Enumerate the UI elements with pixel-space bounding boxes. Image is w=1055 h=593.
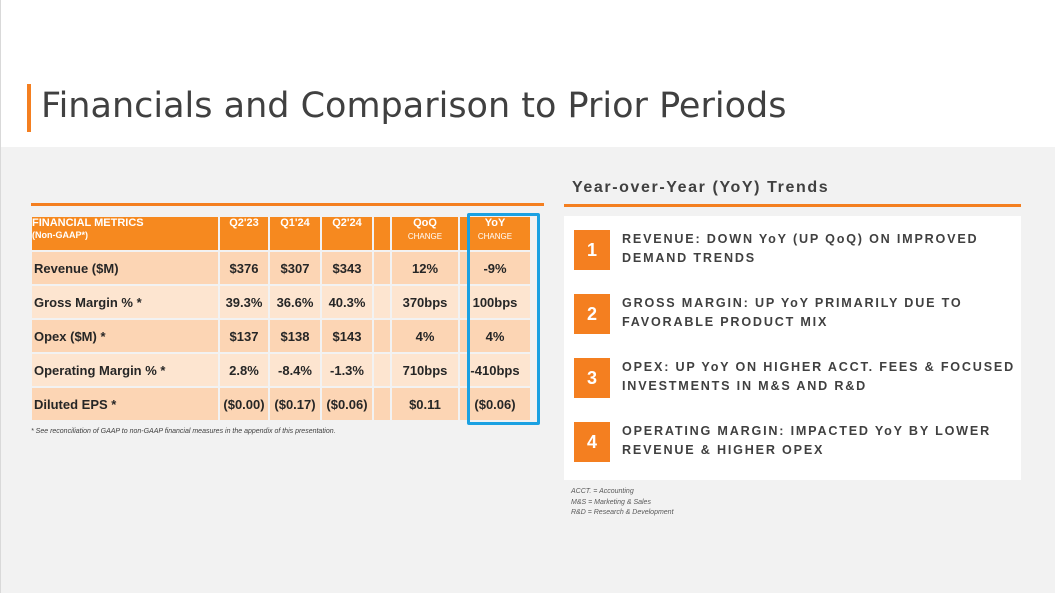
trend-number-badge: 4 [574,422,610,462]
table-row-opex: Opex ($M) * $137 $138 $143 4% 4% [32,320,530,352]
yoy-highlight-box [467,213,540,425]
row-label: Opex ($M) * [32,320,218,352]
header-qoq-sub: CHANGE [407,232,443,241]
financial-metrics-table: FINANCIAL METRICS (Non-GAAP*) Q2'23 Q1'2… [30,215,532,422]
header-metric-sub: (Non-GAAP*) [32,230,88,240]
row-label: Revenue ($M) [32,252,218,284]
header-qoq: QoQ CHANGE [392,217,458,250]
legend-line: ACCT. = Accounting [571,488,634,495]
legend-line: R&D = Research & Development [571,509,674,516]
cell-qoq: 370bps [392,286,458,318]
trend-item: 4 OPERATING MARGIN: IMPACTED YoY BY LOWE… [574,422,1014,472]
cell-yoy: 4% [460,320,530,352]
cell-q2-24: $143 [322,320,372,352]
title-accent-bar [27,84,31,132]
row-label: Diluted EPS * [32,388,218,420]
abbreviation-legend: ACCT. = Accounting M&S = Marketing & Sal… [571,487,674,519]
cell-spacer [374,320,390,352]
table-row-operating-margin: Operating Margin % * 2.8% -8.4% -1.3% 71… [32,354,530,386]
trend-text: OPEX: UP YoY ON HIGHER ACCT. FEES & FOCU… [622,360,1015,393]
trend-text: REVENUE: DOWN YoY (UP QoQ) ON IMPROVED D… [622,232,979,265]
header-q2-24: Q2'24 [322,217,372,250]
row-label: Operating Margin % * [32,354,218,386]
trend-number-badge: 3 [574,358,610,398]
cell-q2-23: 2.8% [220,354,268,386]
cell-q1-24: ($0.17) [270,388,320,420]
header-q1-24: Q1'24 [270,217,320,250]
trend-text: GROSS MARGIN: UP YoY PRIMARILY DUE TO FA… [622,296,963,329]
cell-q2-23: 39.3% [220,286,268,318]
cell-q2-23: $376 [220,252,268,284]
table-row-revenue: Revenue ($M) $376 $307 $343 12% -9% [32,252,530,284]
header-spacer [374,217,390,250]
page-title: Financials and Comparison to Prior Perio… [41,86,787,126]
cell-qoq: $0.11 [392,388,458,420]
trend-number-badge: 2 [574,294,610,334]
header-yoy-sub: CHANGE [477,232,513,241]
header-metric-label: FINANCIAL METRICS [32,217,144,229]
cell-spacer [374,354,390,386]
cell-q1-24: $138 [270,320,320,352]
cell-q1-24: $307 [270,252,320,284]
cell-yoy: -9% [460,252,530,284]
header-yoy: YoY CHANGE [460,217,530,250]
cell-q2-23: $137 [220,320,268,352]
trend-text: OPERATING MARGIN: IMPACTED YoY BY LOWER … [622,424,991,457]
cell-q1-24: -8.4% [270,354,320,386]
cell-yoy: -410bps [460,354,530,386]
table-top-rule [31,203,544,206]
table-row-gross-margin: Gross Margin % * 39.3% 36.6% 40.3% 370bp… [32,286,530,318]
table-header-row: FINANCIAL METRICS (Non-GAAP*) Q2'23 Q1'2… [32,217,530,250]
row-label: Gross Margin % * [32,286,218,318]
table-row-diluted-eps: Diluted EPS * ($0.00) ($0.17) ($0.06) $0… [32,388,530,420]
trend-item: 3 OPEX: UP YoY ON HIGHER ACCT. FEES & FO… [574,358,1014,408]
cell-spacer [374,286,390,318]
legend-line: M&S = Marketing & Sales [571,498,651,506]
cell-qoq: 4% [392,320,458,352]
cell-q1-24: 36.6% [270,286,320,318]
cell-spacer [374,388,390,420]
trend-item: 1 REVENUE: DOWN YoY (UP QoQ) ON IMPROVED… [574,230,1014,280]
header-qoq-label: QoQ [413,217,437,229]
header-yoy-label: YoY [484,217,506,229]
cell-q2-24: $343 [322,252,372,284]
cell-qoq: 710bps [392,354,458,386]
trend-number-badge: 1 [574,230,610,270]
trends-top-rule [564,204,1021,207]
cell-qoq: 12% [392,252,458,284]
cell-q2-24: -1.3% [322,354,372,386]
header-q2-23: Q2'23 [220,217,268,250]
cell-spacer [374,252,390,284]
cell-yoy: 100bps [460,286,530,318]
header-financial-metrics: FINANCIAL METRICS (Non-GAAP*) [32,217,218,250]
trend-item: 2 GROSS MARGIN: UP YoY PRIMARILY DUE TO … [574,294,1014,344]
table-footnote: * See reconciliation of GAAP to non-GAAP… [31,428,336,435]
cell-q2-23: ($0.00) [220,388,268,420]
cell-yoy: ($0.06) [460,388,530,420]
cell-q2-24: 40.3% [322,286,372,318]
trends-panel: 1 REVENUE: DOWN YoY (UP QoQ) ON IMPROVED… [564,216,1021,480]
cell-q2-24: ($0.06) [322,388,372,420]
trends-title: Year-over-Year (YoY) Trends [572,179,830,196]
